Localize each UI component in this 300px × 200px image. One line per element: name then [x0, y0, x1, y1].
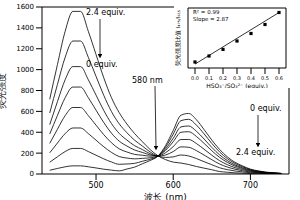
html-text:580 nm: 580 nm	[132, 76, 163, 85]
svg-text:1200: 1200	[16, 45, 34, 53]
svg-text:1600: 1600	[16, 3, 34, 11]
svg-text:0.1: 0.1	[205, 75, 213, 81]
svg-text:700: 700	[243, 181, 258, 190]
svg-text:1000: 1000	[16, 66, 34, 74]
svg-text:0.0: 0.0	[191, 75, 199, 81]
svg-text:500: 500	[88, 181, 103, 190]
html-text:0 equiv.: 0 equiv.	[250, 104, 282, 113]
svg-text:HSO₃⁻/SO₃²⁻ (equiv.): HSO₃⁻/SO₃²⁻ (equiv.)	[206, 82, 268, 88]
svg-text:0.3: 0.3	[233, 75, 241, 81]
svg-text:600: 600	[21, 108, 34, 116]
html-text:0 equiv.: 0 equiv.	[86, 60, 118, 69]
svg-text:0.5: 0.5	[261, 75, 269, 81]
html-text:R² = 0.99: R² = 0.99	[193, 9, 220, 15]
svg-text:波长 (nm): 波长 (nm)	[144, 192, 186, 200]
svg-text:0.4: 0.4	[247, 75, 255, 81]
svg-text:0: 0	[30, 170, 34, 178]
svg-text:400: 400	[21, 129, 34, 137]
svg-text:0.2: 0.2	[219, 75, 227, 81]
html-text:2.4 equiv.: 2.4 equiv.	[86, 8, 126, 17]
svg-text:1400: 1400	[16, 24, 34, 32]
svg-text:800: 800	[21, 87, 34, 95]
svg-text:0.6: 0.6	[275, 75, 283, 81]
html-text:Slope = 2.87: Slope = 2.87	[193, 16, 229, 22]
html-text:2.4 equiv.: 2.4 equiv.	[236, 148, 276, 157]
svg-text:600: 600	[166, 181, 181, 190]
svg-text:200: 200	[21, 150, 34, 158]
svg-text:荧光强度比值 I₄₇₅/I₆₁₅: 荧光强度比值 I₄₇₅/I₆₁₅	[174, 10, 181, 66]
